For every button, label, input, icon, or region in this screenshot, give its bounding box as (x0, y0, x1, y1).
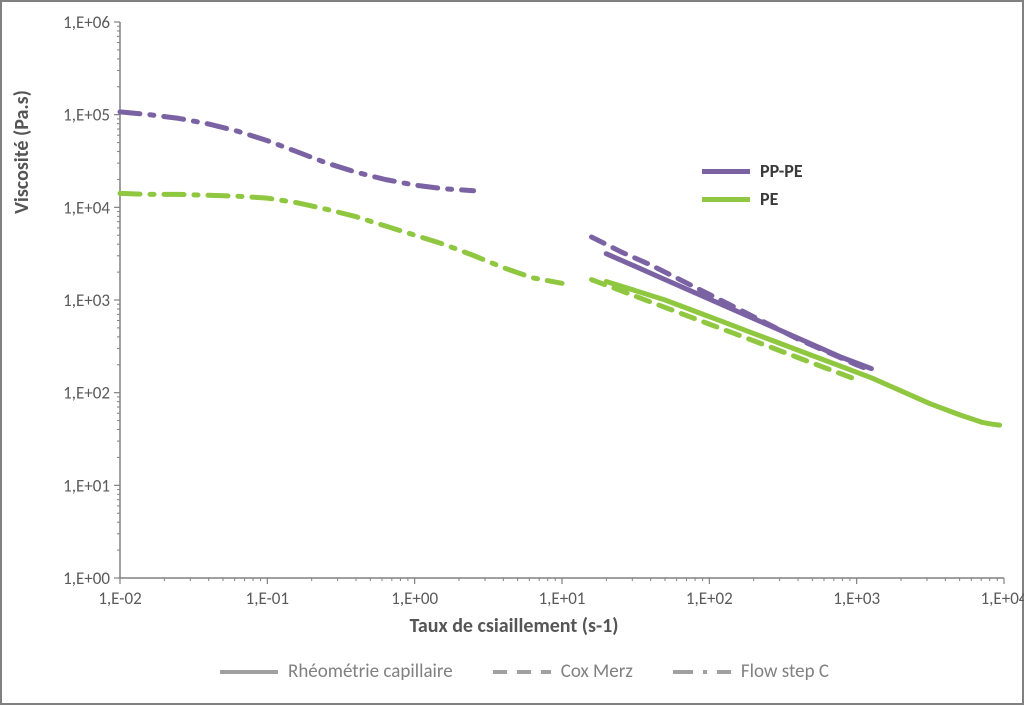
legend-color-item: PP-PE (702, 160, 803, 182)
legend-style-swatch (673, 667, 731, 677)
series-line (592, 280, 857, 380)
svg-text:1,E+01: 1,E+01 (539, 588, 586, 609)
legend-style-item: Rhéométrie capillaire (220, 660, 453, 683)
svg-text:1,E+04: 1,E+04 (981, 588, 1024, 609)
legend-color-label: PP-PE (760, 160, 803, 182)
legend-color-item: PE (702, 188, 803, 210)
legend-style-item: Cox Merz (493, 660, 633, 683)
series-line (606, 282, 999, 426)
svg-text:1,E+02: 1,E+02 (63, 383, 110, 404)
svg-text:1,E-01: 1,E-01 (246, 588, 289, 609)
legend-style-label: Cox Merz (561, 660, 633, 683)
legend-swatch (702, 169, 750, 174)
svg-text:1,E+00: 1,E+00 (63, 568, 110, 589)
plot-area: 1,E-02 1,E-01 1,E+00 1,E+01 1,E+02 1,E+03 1,E+… (2, 2, 1024, 707)
legend-style-label: Flow step C (741, 660, 829, 683)
series-color-legend: PP-PE PE (702, 160, 803, 210)
svg-text:1,E+00: 1,E+00 (391, 588, 438, 609)
legend-style-label: Rhéométrie capillaire (288, 660, 453, 683)
svg-text:1,E+06: 1,E+06 (63, 12, 110, 33)
svg-text:1,E+02: 1,E+02 (686, 588, 733, 609)
svg-text:1,E+05: 1,E+05 (63, 105, 110, 126)
legend-style-item: Flow step C (673, 660, 829, 683)
series-line (120, 193, 562, 283)
legend-style-swatch (220, 667, 278, 677)
line-style-legend: Rhéométrie capillaire Cox Merz Flow step C (220, 660, 829, 683)
svg-text:1,E+03: 1,E+03 (833, 588, 880, 609)
series-line (120, 112, 474, 191)
svg-text:1,E+04: 1,E+04 (63, 197, 110, 218)
svg-text:1,E-02: 1,E-02 (98, 588, 141, 609)
series-line (606, 254, 871, 369)
legend-color-label: PE (760, 188, 778, 210)
legend-style-swatch (493, 667, 551, 677)
legend-swatch (702, 197, 750, 202)
svg-text:1,E+03: 1,E+03 (63, 290, 110, 311)
chart-frame: Viscosité (Pa.s) Taux de csiaillement (s… (0, 0, 1024, 705)
svg-text:1,E+01: 1,E+01 (63, 475, 110, 496)
